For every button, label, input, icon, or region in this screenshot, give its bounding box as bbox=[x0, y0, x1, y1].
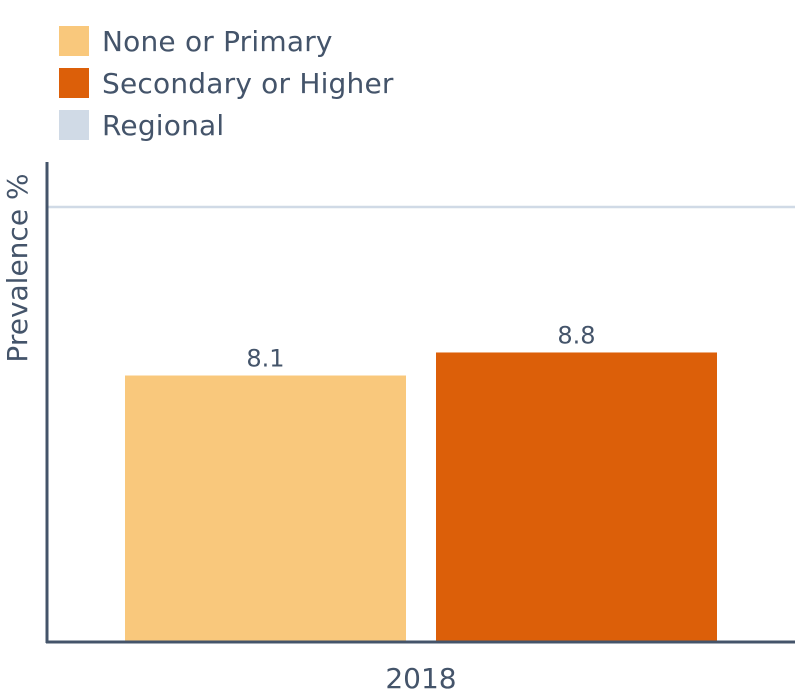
y-axis-label: Prevalence % bbox=[1, 173, 34, 362]
legend-swatch-none-or-primary bbox=[59, 26, 89, 56]
data-label-secondary-or-higher: 8.8 bbox=[557, 321, 595, 349]
legend-item-secondary-or-higher: Secondary or Higher bbox=[59, 62, 394, 104]
legend-swatch-secondary-or-higher bbox=[59, 68, 89, 98]
x-tick-label: 2018 bbox=[385, 662, 456, 695]
legend-label-none-or-primary: None or Primary bbox=[102, 24, 333, 58]
bar-secondary-or-higher bbox=[436, 352, 717, 642]
legend-label-secondary-or-higher: Secondary or Higher bbox=[102, 66, 394, 100]
legend-item-none-or-primary: None or Primary bbox=[59, 20, 394, 62]
legend: None or Primary Secondary or Higher Regi… bbox=[59, 20, 394, 146]
legend-label-regional: Regional bbox=[102, 108, 225, 142]
bar-none-or-primary bbox=[125, 375, 406, 642]
data-label-none-or-primary: 8.1 bbox=[246, 345, 284, 373]
legend-swatch-regional bbox=[59, 110, 89, 140]
legend-item-regional: Regional bbox=[59, 104, 394, 146]
